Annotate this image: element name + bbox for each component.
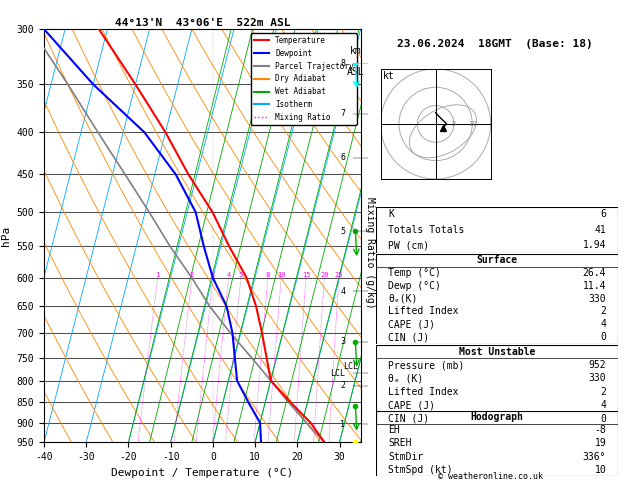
Text: SREH: SREH (388, 438, 412, 449)
Text: 6: 6 (600, 209, 606, 219)
Text: 25: 25 (335, 272, 343, 278)
Text: -8: -8 (594, 425, 606, 435)
Text: 3: 3 (340, 337, 345, 347)
Text: Totals Totals: Totals Totals (388, 225, 465, 235)
Text: 11.4: 11.4 (582, 281, 606, 291)
Text: 3: 3 (211, 272, 215, 278)
Text: 1: 1 (155, 272, 160, 278)
Text: θₑ(K): θₑ(K) (388, 294, 418, 304)
Text: 10: 10 (277, 272, 286, 278)
Text: K: K (388, 209, 394, 219)
Text: Surface: Surface (477, 255, 518, 265)
Text: 2: 2 (340, 381, 345, 390)
Text: 7: 7 (340, 109, 345, 119)
Text: km: km (350, 46, 361, 55)
Text: ASL: ASL (347, 67, 364, 77)
Text: 4: 4 (226, 272, 231, 278)
Text: LCL: LCL (330, 369, 345, 378)
Text: 6: 6 (340, 153, 345, 162)
Text: 41: 41 (594, 225, 606, 235)
Text: 10: 10 (468, 121, 477, 127)
Text: CIN (J): CIN (J) (388, 414, 430, 424)
Text: 5: 5 (340, 226, 345, 236)
Text: PW (cm): PW (cm) (388, 240, 430, 250)
Legend: Temperature, Dewpoint, Parcel Trajectory, Dry Adiabat, Wet Adiabat, Isotherm, Mi: Temperature, Dewpoint, Parcel Trajectory… (251, 33, 357, 125)
Text: 336°: 336° (582, 451, 606, 462)
Text: 0: 0 (600, 414, 606, 424)
Text: 2: 2 (190, 272, 194, 278)
Text: StmSpd (kt): StmSpd (kt) (388, 465, 453, 475)
Text: 4: 4 (340, 287, 345, 295)
Text: Dewp (°C): Dewp (°C) (388, 281, 441, 291)
Text: Mixing Ratio (g/kg): Mixing Ratio (g/kg) (365, 197, 376, 309)
Text: Lifted Index: Lifted Index (388, 387, 459, 397)
Text: 10: 10 (594, 465, 606, 475)
Text: 330: 330 (589, 294, 606, 304)
Text: 1.94: 1.94 (582, 240, 606, 250)
Text: 4: 4 (600, 319, 606, 330)
Y-axis label: hPa: hPa (1, 226, 11, 246)
Text: 952: 952 (589, 360, 606, 370)
Text: θₑ (K): θₑ (K) (388, 373, 423, 383)
Text: Lifted Index: Lifted Index (388, 307, 459, 316)
Text: Most Unstable: Most Unstable (459, 347, 535, 357)
Text: 5: 5 (452, 121, 456, 127)
X-axis label: Dewpoint / Temperature (°C): Dewpoint / Temperature (°C) (111, 468, 294, 478)
Text: 8: 8 (266, 272, 270, 278)
Text: 5: 5 (239, 272, 243, 278)
Text: 330: 330 (589, 373, 606, 383)
Text: 1: 1 (340, 420, 345, 429)
Text: Temp (°C): Temp (°C) (388, 268, 441, 278)
Text: CAPE (J): CAPE (J) (388, 400, 435, 410)
Text: LCL: LCL (343, 363, 359, 371)
Text: kt: kt (382, 71, 394, 81)
Text: 19: 19 (594, 438, 606, 449)
Text: 2: 2 (600, 387, 606, 397)
Text: © weatheronline.co.uk: © weatheronline.co.uk (438, 472, 543, 481)
Text: StmDir: StmDir (388, 451, 423, 462)
Text: EH: EH (388, 425, 400, 435)
Text: 2: 2 (600, 307, 606, 316)
Text: 20: 20 (320, 272, 328, 278)
Text: Hodograph: Hodograph (470, 412, 524, 422)
Title: 44°13'N  43°06'E  522m ASL: 44°13'N 43°06'E 522m ASL (114, 18, 290, 28)
Text: 23.06.2024  18GMT  (Base: 18): 23.06.2024 18GMT (Base: 18) (397, 39, 593, 50)
Text: 8: 8 (340, 59, 345, 68)
Text: 15: 15 (302, 272, 310, 278)
Text: 26.4: 26.4 (582, 268, 606, 278)
Text: 0: 0 (600, 332, 606, 342)
Text: Pressure (mb): Pressure (mb) (388, 360, 465, 370)
Text: CAPE (J): CAPE (J) (388, 319, 435, 330)
Text: 4: 4 (600, 400, 606, 410)
Text: CIN (J): CIN (J) (388, 332, 430, 342)
